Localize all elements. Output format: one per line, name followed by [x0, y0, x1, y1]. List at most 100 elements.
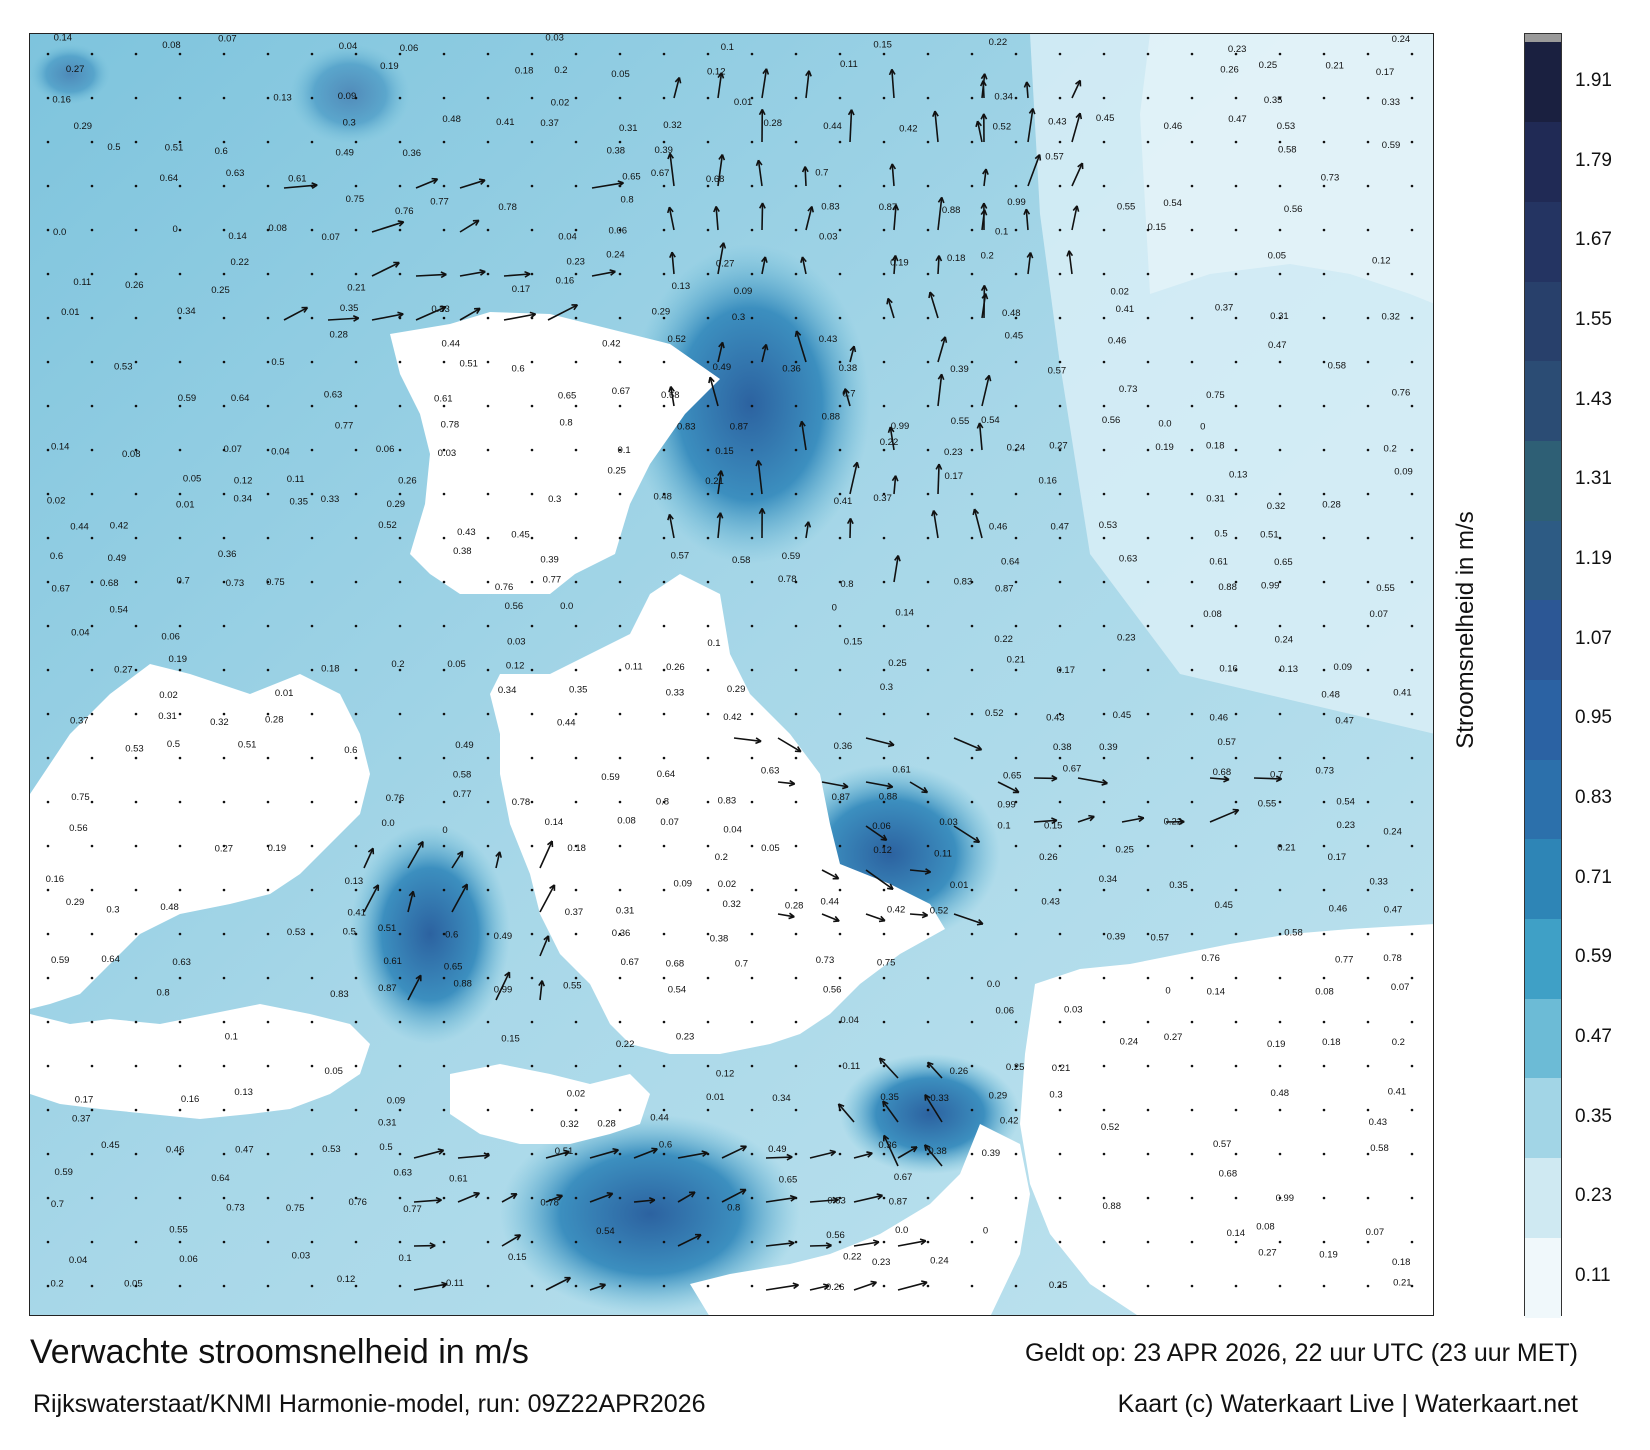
grid-dot [178, 52, 182, 56]
grid-dot [310, 844, 314, 848]
grid-dot [1058, 580, 1062, 584]
land-mass [1140, 34, 1433, 304]
grid-dot [266, 272, 270, 276]
speed-value-label: 0.78 [1383, 953, 1402, 964]
speed-value-label: 0.07 [218, 34, 237, 45]
grid-dot [530, 404, 534, 408]
speed-value-label: 0.61 [449, 1173, 468, 1184]
speed-value-label: 0.7 [842, 388, 855, 399]
grid-dot [310, 1152, 314, 1156]
grid-dot [1014, 1284, 1018, 1288]
grid-dot [1322, 1152, 1326, 1156]
current-arrow [953, 737, 983, 751]
current-arrow [765, 1282, 799, 1291]
grid-dot [354, 932, 358, 936]
grid-dot [1146, 976, 1150, 980]
speed-value-label: 0.18 [1206, 440, 1225, 451]
current-arrow [407, 974, 422, 1001]
speed-value-label: 0.6 [344, 745, 357, 756]
grid-dot [442, 1064, 446, 1068]
grid-dot [1322, 1284, 1326, 1288]
speed-value-label: 0.65 [779, 1174, 798, 1185]
grid-dot [1190, 1240, 1194, 1244]
grid-dot [1014, 1064, 1018, 1068]
speed-value-label: 0.58 [453, 770, 472, 781]
grid-dot [398, 932, 402, 936]
grid-dot [266, 1020, 270, 1024]
current-arrow [888, 68, 896, 99]
grid-dot [1058, 448, 1062, 452]
speed-value-label: 0.35 [289, 496, 308, 507]
speed-value-label: 0.51 [459, 358, 478, 369]
speed-value-label: 0.6 [445, 929, 458, 940]
grid-dot [46, 888, 50, 892]
current-arrow [980, 113, 988, 143]
current-arrow [413, 1242, 436, 1250]
grid-dot [662, 1196, 666, 1200]
speed-value-label: 0.13 [672, 281, 691, 292]
speed-value-label: 0 [172, 224, 177, 235]
grid-dot [750, 96, 754, 100]
current-arrow [1071, 112, 1083, 143]
grid-dot [178, 360, 182, 364]
grid-dot [1366, 52, 1370, 56]
grid-dot [530, 1108, 534, 1112]
speed-value-label: 0.47 [1335, 716, 1354, 727]
current-arrow [713, 206, 720, 231]
grid-dot [574, 1108, 578, 1112]
grid-dot [1014, 932, 1018, 936]
speed-value-label: 0.03 [292, 1251, 311, 1262]
map-credit[interactable]: Kaart (c) Waterkaart Live | Waterkaart.n… [1117, 1390, 1578, 1418]
speed-value-label: 0.04 [840, 1015, 859, 1026]
grid-dot [1190, 448, 1194, 452]
current-arrow [717, 470, 724, 495]
grid-dot [442, 140, 446, 144]
grid-dot [662, 1064, 666, 1068]
grid-dot [838, 536, 842, 540]
current-arrow [932, 110, 939, 143]
grid-dot [574, 272, 578, 276]
speed-value-label: 0.06 [400, 43, 419, 54]
grid-dot [794, 96, 798, 100]
grid-dot [486, 932, 490, 936]
grid-dot [398, 1284, 402, 1288]
grid-dot [398, 668, 402, 672]
current-arrow [892, 204, 900, 231]
grid-dot [618, 844, 622, 848]
grid-dot [398, 52, 402, 56]
speed-value-label: 0.19 [168, 654, 187, 665]
grid-dot [1278, 800, 1282, 804]
speed-value-label: 0.33 [930, 1093, 949, 1104]
speed-value-label: 0.5 [343, 927, 356, 938]
current-speed-map[interactable]: 0.14 0.08 0.07 0.04 0.06 0.03 0.1 0.15 0.22 0.23 0… [29, 33, 1434, 1316]
grid-dot [838, 448, 842, 452]
speed-value-label: 0.22 [880, 437, 899, 448]
grid-dot [1146, 404, 1150, 408]
grid-dot [1410, 1240, 1414, 1244]
grid-dot [134, 1240, 138, 1244]
grid-dot [882, 316, 886, 320]
grid-dot [1190, 96, 1194, 100]
speed-value-label: 0.73 [816, 955, 835, 966]
speed-value-label: 0.03 [507, 636, 526, 647]
grid-dot [1190, 1108, 1194, 1112]
grid-dot [90, 844, 94, 848]
speed-value-label: 0.47 [1384, 905, 1403, 916]
speed-value-label: 0.65 [1003, 771, 1022, 782]
grid-dot [926, 140, 930, 144]
current-arrow [589, 1147, 619, 1159]
speed-value-label: 0.05 [611, 69, 630, 80]
colorbar-tick-label: 0.47 [1575, 1026, 1612, 1048]
grid-dot [442, 844, 446, 848]
speed-value-label: 0.18 [567, 843, 586, 854]
speed-value-label: 0.48 [1002, 308, 1021, 319]
speed-value-label: 0.25 [1006, 1062, 1025, 1073]
grid-dot [662, 228, 666, 232]
grid-dot [706, 492, 710, 496]
speed-value-label: 0.46 [1210, 713, 1229, 724]
current-arrow [882, 1134, 899, 1167]
grid-dot [222, 800, 226, 804]
grid-dot [310, 1108, 314, 1112]
speed-value-label: 0.51 [165, 142, 184, 153]
grid-dot [1058, 184, 1062, 188]
